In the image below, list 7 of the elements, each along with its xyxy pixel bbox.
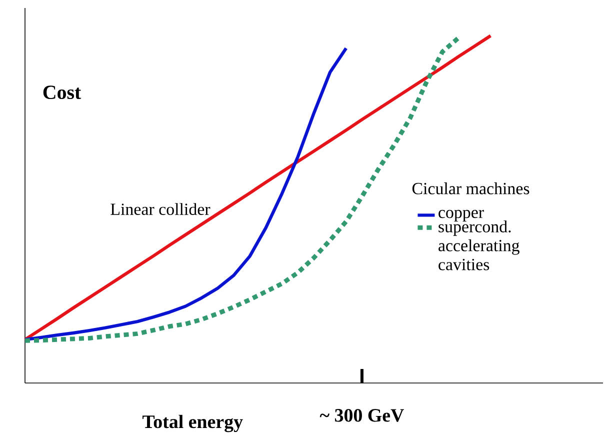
text: ~ 300 GeV	[320, 409, 404, 422]
x-axis-title: Total energy	[142, 414, 243, 432]
y-axis-title: Cost	[43, 86, 82, 100]
legend-label: supercond. accelerating cavities	[438, 220, 520, 270]
legend-label: copper	[438, 210, 484, 222]
series-label: Linear collider	[110, 203, 210, 216]
legend-title: Cicular machines	[412, 182, 530, 194]
